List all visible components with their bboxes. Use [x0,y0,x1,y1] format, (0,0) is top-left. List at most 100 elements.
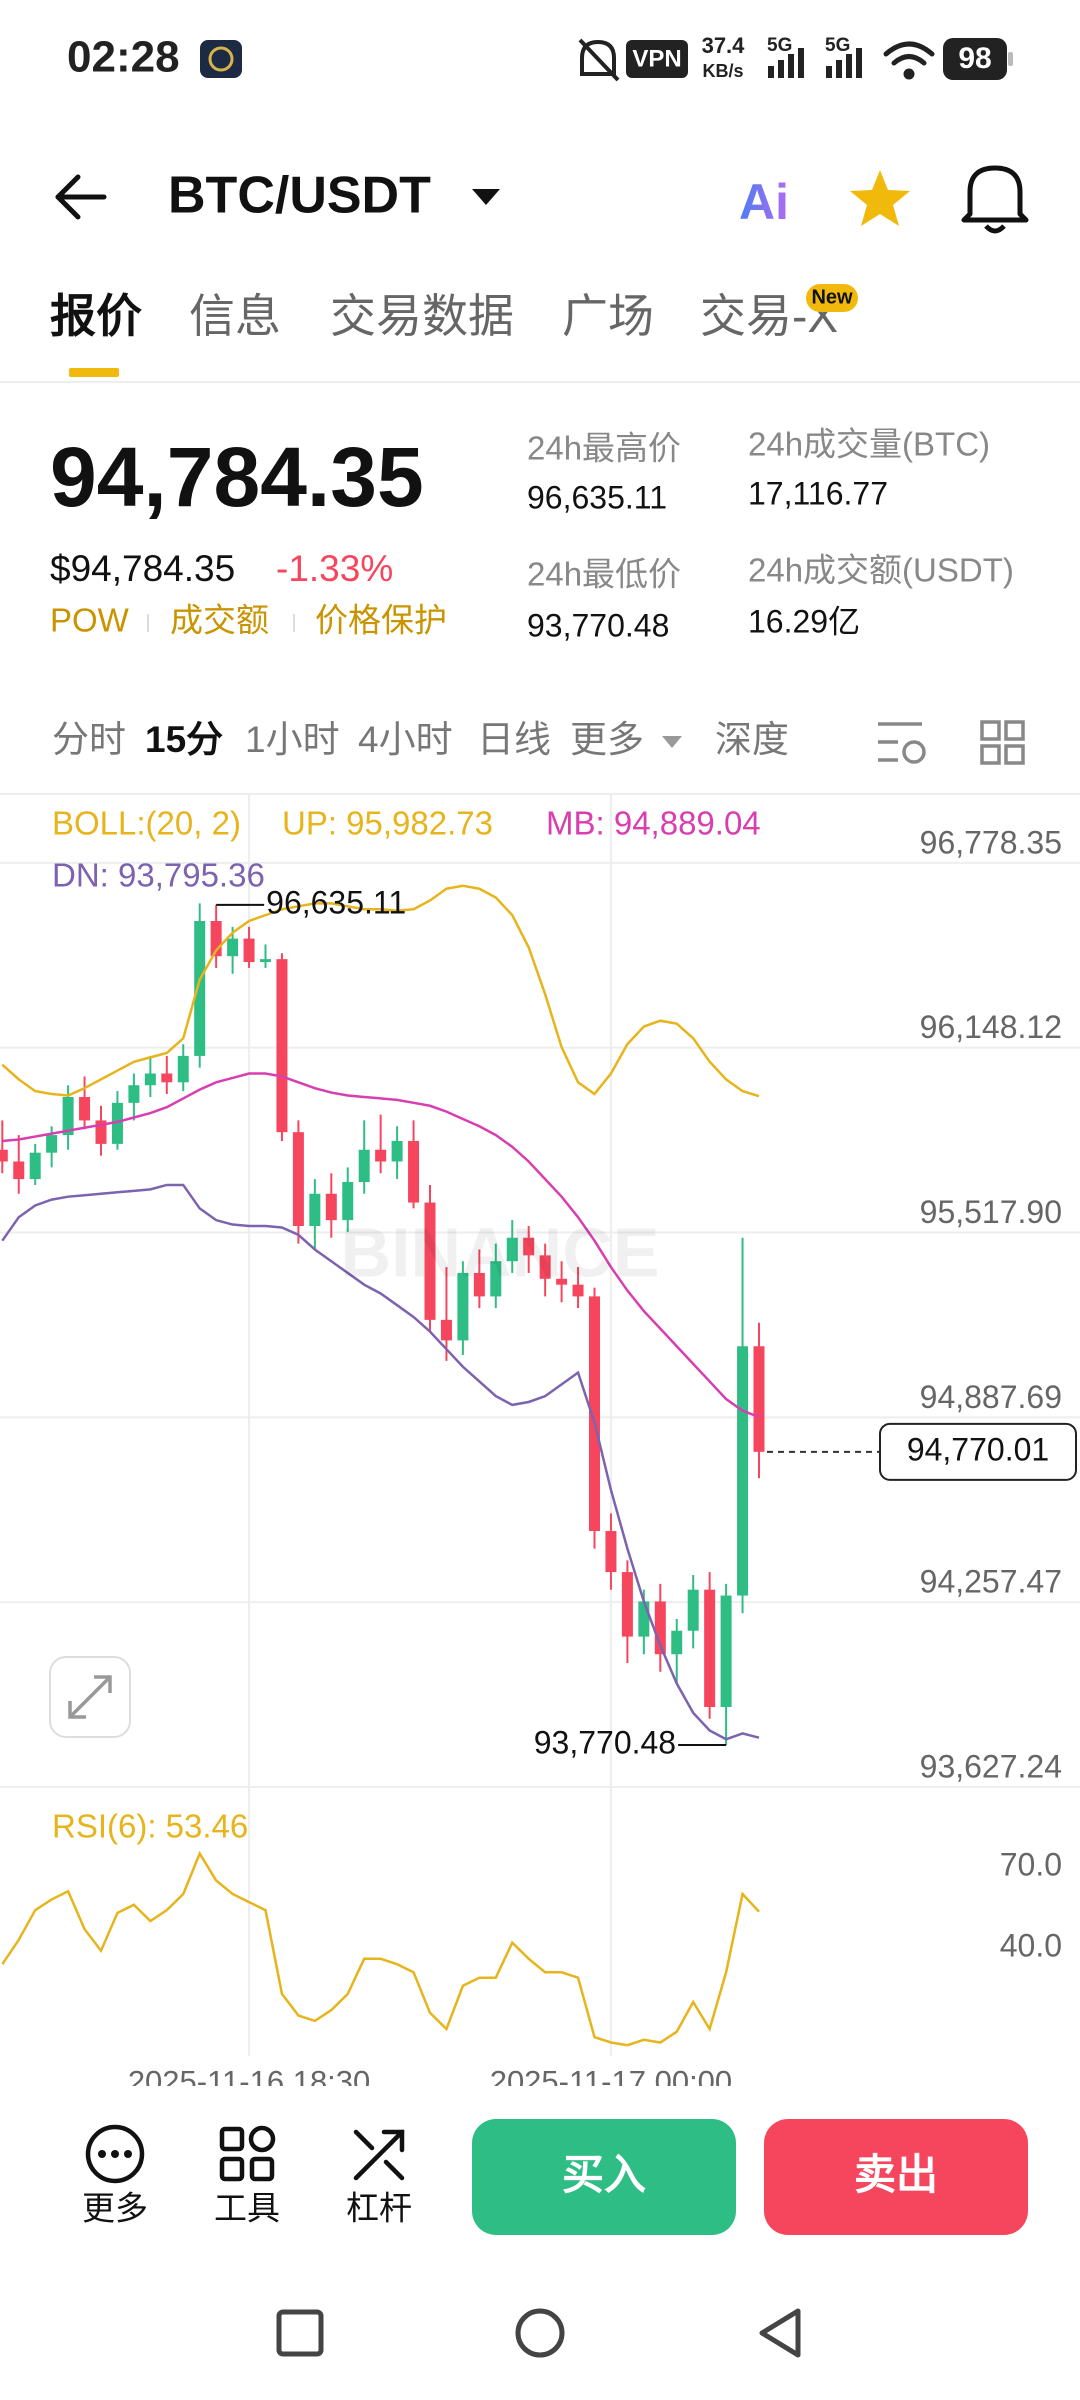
tab[interactable]: 交易数据 [330,290,514,342]
candle-body [737,1346,749,1596]
rsi-line [1,1850,760,2047]
interval-selected[interactable]: 15分 [145,719,223,760]
expand-button[interactable] [49,1656,131,1738]
depth-tab[interactable]: 深度 [715,719,789,760]
stat-label: 24h最高价 [527,430,681,467]
tag-separator [293,614,295,632]
network-type: 5G [825,35,850,56]
action-label[interactable]: 杠杆 [346,2190,412,2227]
candle-body [506,1237,518,1262]
action-label[interactable]: 工具 [214,2190,280,2227]
wifi-icon [883,41,935,80]
new-badge-text: New [811,286,853,308]
signal-1 [768,48,804,78]
net-speed: 37.4 [702,33,746,58]
leverage-icon[interactable] [353,2129,405,2181]
rsi-tick-label: 40.0 [1000,1927,1062,1963]
nav-home[interactable] [515,2308,565,2358]
boll-line [1,1183,760,1741]
band-legend: MB: 94,889.04 [546,805,761,842]
action-label[interactable]: 更多 [82,2190,148,2227]
rsi-legend: RSI(6): 53.46 [52,1808,248,1845]
ai-button[interactable]: Ai [739,174,789,230]
sell-label[interactable]: 卖出 [854,2151,938,2198]
stat-value: 96,635.11 [527,479,667,515]
app-icon-ring [208,46,234,72]
last-price-label: 94,770.01 [907,1431,1049,1467]
candle-body [62,1096,74,1136]
layout-button[interactable] [980,720,1025,765]
candle-body [621,1572,633,1637]
stat-label: 24h成交额(USDT) [748,552,1014,589]
alert-bell[interactable] [961,165,1029,234]
candle-body [408,1140,420,1203]
net-speed-unit: KB/s [702,61,743,81]
more-icon[interactable] [85,2124,145,2184]
signal-2 [826,48,862,78]
candle-body [0,1149,8,1162]
pair-dropdown[interactable] [472,189,500,205]
tab[interactable]: 信息 [189,290,281,342]
candle-body [292,1132,304,1227]
last-price-box [879,1422,1077,1481]
candle-body [79,1096,91,1121]
back-button[interactable] [55,174,107,220]
interval[interactable]: 4小时 [358,719,453,760]
candle-body [391,1140,403,1162]
y-tick-label: 96,778.35 [920,824,1062,860]
candle-body [687,1589,699,1631]
candle-body [490,1261,502,1297]
status-time: 02:28 [67,33,180,82]
tag[interactable]: 成交额 [170,602,269,639]
last-price: 94,784.35 [50,430,424,524]
price-change: -1.33% [276,548,393,589]
candle-body [161,1073,173,1083]
app-icon [200,40,242,78]
candle-body [29,1152,41,1180]
tab[interactable]: 报价 [50,290,142,342]
candle-body [605,1531,617,1573]
y-tick-label: 93,627.24 [920,1748,1062,1784]
watermark: BINANCE [341,1213,660,1291]
more-arrow [662,736,682,748]
candle-body [720,1595,732,1708]
interval[interactable]: 1小时 [245,719,340,760]
tag[interactable]: POW [50,602,130,639]
boll-line [2,1072,760,1419]
divider [0,793,1080,795]
candle-body [111,1102,123,1144]
interval[interactable]: 日线 [477,719,551,760]
candle-body [13,1161,25,1180]
sell-button[interactable] [764,2119,1028,2235]
buy-label[interactable]: 买入 [562,2151,646,2198]
interval-more[interactable]: 更多 [570,719,644,760]
battery [943,38,1007,80]
tag[interactable]: 价格保护 [315,602,447,639]
pair-title[interactable]: BTC/USDT [168,167,431,225]
mute-icon [578,38,620,82]
nav-recents[interactable] [276,2309,324,2357]
band-legend: UP: 95,982.73 [282,805,493,842]
candle-body [457,1272,469,1341]
high-marker-label: 96,635.11 [266,884,406,920]
fiat-price: $94,784.35 [50,548,235,589]
stat-value: 16.29亿 [748,603,860,639]
vpn-text: VPN [632,45,681,72]
candle-body [375,1149,387,1162]
tools-icon[interactable] [219,2125,276,2182]
vpn-badge [626,40,688,78]
indicator-settings[interactable] [878,722,926,764]
nav-back[interactable] [759,2308,801,2358]
buy-button[interactable] [472,2119,736,2235]
rsi-tick-label: 70.0 [1000,1846,1062,1882]
interval[interactable]: 分时 [52,719,126,760]
candle-body [638,1601,650,1637]
boll-line [1,884,760,1098]
band-legend: DN: 93,795.36 [52,857,265,894]
tab[interactable]: 广场 [562,290,654,342]
favorite-star[interactable] [850,170,910,226]
tag-separator [147,614,149,632]
candle-body [539,1255,551,1279]
candle-body [260,959,271,963]
